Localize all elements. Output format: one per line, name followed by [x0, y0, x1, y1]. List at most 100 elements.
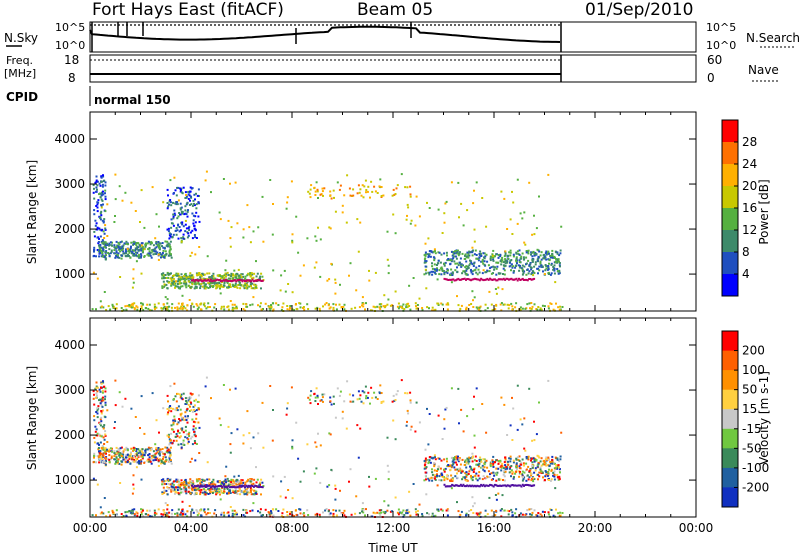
velocity-data-point [472, 505, 474, 508]
velocity-data-point [255, 490, 258, 493]
velocity-data-point [139, 462, 142, 465]
velocity-data-point [469, 465, 471, 468]
velocity-data-point [244, 483, 247, 486]
power-data-point [248, 285, 251, 288]
velocity-colorbar-segment [722, 370, 738, 391]
power-data-point [157, 302, 160, 305]
power-data-point [492, 249, 495, 252]
velocity-data-point [186, 437, 189, 440]
velocity-data-point [171, 428, 174, 431]
velocity-data-point [537, 473, 540, 476]
velocity-data-point [185, 480, 188, 483]
power-data-point [484, 255, 487, 258]
power-data-point [194, 198, 196, 201]
power-data-point [281, 306, 284, 309]
power-data-point [187, 191, 190, 193]
power-data-point [139, 256, 142, 259]
power-data-point [142, 250, 144, 253]
power-data-point [96, 228, 99, 231]
velocity-data-point [183, 419, 186, 422]
velocity-data-point [260, 486, 263, 488]
velocity-data-point [212, 481, 215, 483]
power-data-point [203, 279, 206, 282]
velocity-data-point [189, 392, 192, 395]
power-data-point [157, 244, 160, 247]
power-data-point [399, 305, 402, 308]
velocity-data-point [242, 434, 245, 437]
power-data-point [547, 271, 550, 274]
velocity-data-point [201, 485, 204, 488]
velocity-data-point [451, 460, 454, 463]
power-data-point [372, 305, 375, 308]
power-data-point [143, 226, 146, 229]
velocity-data-point [187, 486, 190, 489]
power-data-point [506, 261, 509, 264]
velocity-data-point [480, 458, 482, 461]
velocity-data-point [507, 484, 510, 487]
velocity-data-point [162, 486, 165, 489]
power-data-point [467, 253, 470, 256]
power-data-point [441, 303, 444, 306]
power-data-point [423, 273, 426, 276]
velocity-data-point [352, 394, 355, 397]
power-data-point [279, 289, 282, 292]
power-data-point [361, 184, 364, 187]
velocity-data-point [253, 493, 256, 496]
velocity-data-point [191, 418, 194, 421]
power-data-point [234, 284, 237, 287]
power-data-point [169, 240, 172, 243]
velocity-data-point [223, 511, 225, 514]
velocity-data-point [495, 509, 498, 512]
power-data-point [504, 258, 507, 261]
velocity-data-point [549, 461, 552, 463]
power-data-point [530, 302, 533, 304]
velocity-data-point [96, 394, 98, 397]
velocity-data-point [506, 509, 509, 512]
power-data-point [521, 264, 524, 267]
power-data-point [126, 304, 129, 307]
power-data-point [535, 253, 538, 255]
velocity-data-point [424, 471, 427, 474]
velocity-data-point [450, 474, 453, 477]
power-data-point [485, 225, 488, 228]
power-data-point [531, 258, 534, 261]
velocity-data-point [440, 508, 443, 511]
power-data-point [167, 205, 170, 208]
velocity-data-point [522, 462, 525, 465]
power-data-point [195, 285, 198, 288]
velocity-data-point [96, 432, 99, 435]
velocity-data-point [458, 458, 461, 461]
power-data-point [233, 279, 236, 282]
velocity-data-point [172, 423, 175, 426]
power-data-point [223, 308, 226, 311]
power-data-point [428, 273, 431, 276]
power-data-point [208, 280, 211, 283]
power-data-point [102, 230, 105, 233]
velocity-data-point [531, 461, 534, 464]
velocity-data-point [194, 489, 197, 491]
power-data-point [538, 265, 541, 268]
velocity-data-point [553, 475, 556, 478]
velocity-data-point [209, 482, 212, 485]
power-data-point [328, 307, 331, 310]
velocity-data-point [486, 484, 489, 487]
velocity-data-point [471, 496, 474, 499]
velocity-data-point [488, 496, 491, 499]
power-data-point [178, 275, 181, 278]
power-data-point [480, 254, 483, 257]
velocity-data-point [518, 467, 521, 469]
power-data-point [125, 248, 127, 251]
velocity-data-point [245, 484, 248, 487]
power-data-point [197, 195, 200, 197]
power-data-point [445, 270, 448, 273]
velocity-data-point [161, 480, 164, 483]
velocity-data-point [208, 478, 211, 481]
velocity-data-point [246, 490, 249, 493]
velocity-data-point [166, 493, 169, 496]
velocity-data-point [445, 476, 448, 479]
velocity-colorbar-segment [722, 487, 738, 508]
power-data-point [195, 237, 198, 239]
velocity-data-point [136, 514, 139, 517]
power-data-point [501, 278, 504, 281]
